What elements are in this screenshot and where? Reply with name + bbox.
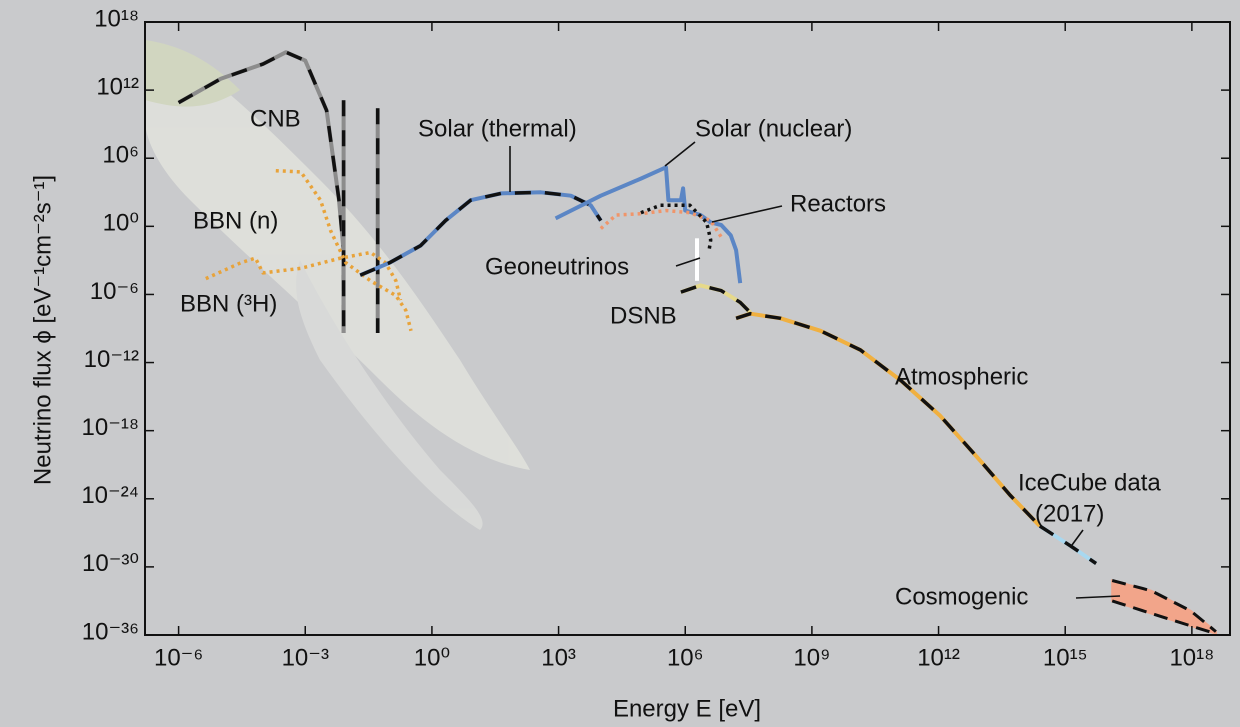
y-tick-label: 10⁻³⁶ bbox=[82, 618, 139, 645]
x-tick-label: 10¹⁸ bbox=[1169, 644, 1214, 671]
annotation: Solar (thermal) bbox=[418, 115, 577, 142]
series-dashes bbox=[735, 311, 1042, 528]
annotation: Geoneutrinos bbox=[485, 253, 629, 280]
leader-line bbox=[664, 141, 696, 167]
series-line bbox=[554, 165, 743, 284]
y-tick-label: 10⁻¹² bbox=[84, 346, 139, 373]
annotation: CNB bbox=[250, 105, 301, 132]
annotation: Reactors bbox=[790, 190, 886, 217]
x-axis-label: Energy E [eV] bbox=[613, 695, 761, 722]
annotation: BBN (³H) bbox=[180, 290, 277, 317]
annotation: Cosmogenic bbox=[895, 583, 1028, 610]
x-tick-label: 10⁰ bbox=[414, 644, 450, 671]
leader-line bbox=[711, 205, 783, 223]
y-tick-label: 10⁻⁶ bbox=[90, 278, 139, 305]
y-tick-label: 10¹² bbox=[96, 73, 139, 100]
y-tick-label: 10⁰ bbox=[103, 210, 139, 237]
series-dashes bbox=[177, 50, 346, 334]
plot-frame bbox=[144, 21, 1231, 636]
y-tick-label: 10⁻³⁰ bbox=[82, 550, 139, 577]
leader-line bbox=[1075, 595, 1121, 599]
leader-line bbox=[675, 257, 701, 267]
x-tick-label: 10¹⁵ bbox=[1043, 644, 1088, 671]
band-upper-dashes bbox=[1111, 579, 1217, 633]
y-tick-label: 10⁻¹⁸ bbox=[82, 414, 139, 441]
leader-line bbox=[1071, 529, 1084, 546]
y-axis-label: Neutrino flux ϕ [eV⁻¹cm⁻²s⁻¹] bbox=[29, 175, 56, 485]
series-line bbox=[275, 168, 413, 332]
annotation: (2017) bbox=[1035, 500, 1104, 527]
annotation: Atmospheric bbox=[895, 363, 1028, 390]
annotation: Solar (nuclear) bbox=[695, 115, 852, 142]
x-tick-label: 10¹² bbox=[917, 644, 960, 671]
x-tick-label: 10⁶ bbox=[667, 644, 704, 671]
background-wing bbox=[145, 40, 530, 530]
series-dashes bbox=[359, 190, 603, 277]
leader-lines bbox=[509, 141, 1121, 599]
x-tick-label: 10³ bbox=[541, 644, 576, 671]
plot-layer bbox=[177, 50, 1217, 636]
x-tick-label: 10⁻³ bbox=[282, 644, 329, 671]
x-tick-label: 10⁹ bbox=[793, 644, 830, 671]
series-dashes bbox=[680, 283, 752, 314]
y-tick-label: 10¹⁸ bbox=[94, 5, 139, 32]
y-tick-label: 10⁶ bbox=[102, 142, 139, 169]
x-tick-label: 10⁻⁶ bbox=[154, 644, 203, 671]
annotation: DSNB bbox=[610, 302, 677, 329]
annotation: IceCube data bbox=[1018, 469, 1161, 496]
annotation: BBN (n) bbox=[193, 207, 278, 234]
series-line bbox=[599, 208, 725, 241]
y-tick-label: 10⁻²⁴ bbox=[81, 482, 139, 509]
band-lower-dashes bbox=[1111, 599, 1217, 636]
series-dashes bbox=[1038, 524, 1098, 565]
